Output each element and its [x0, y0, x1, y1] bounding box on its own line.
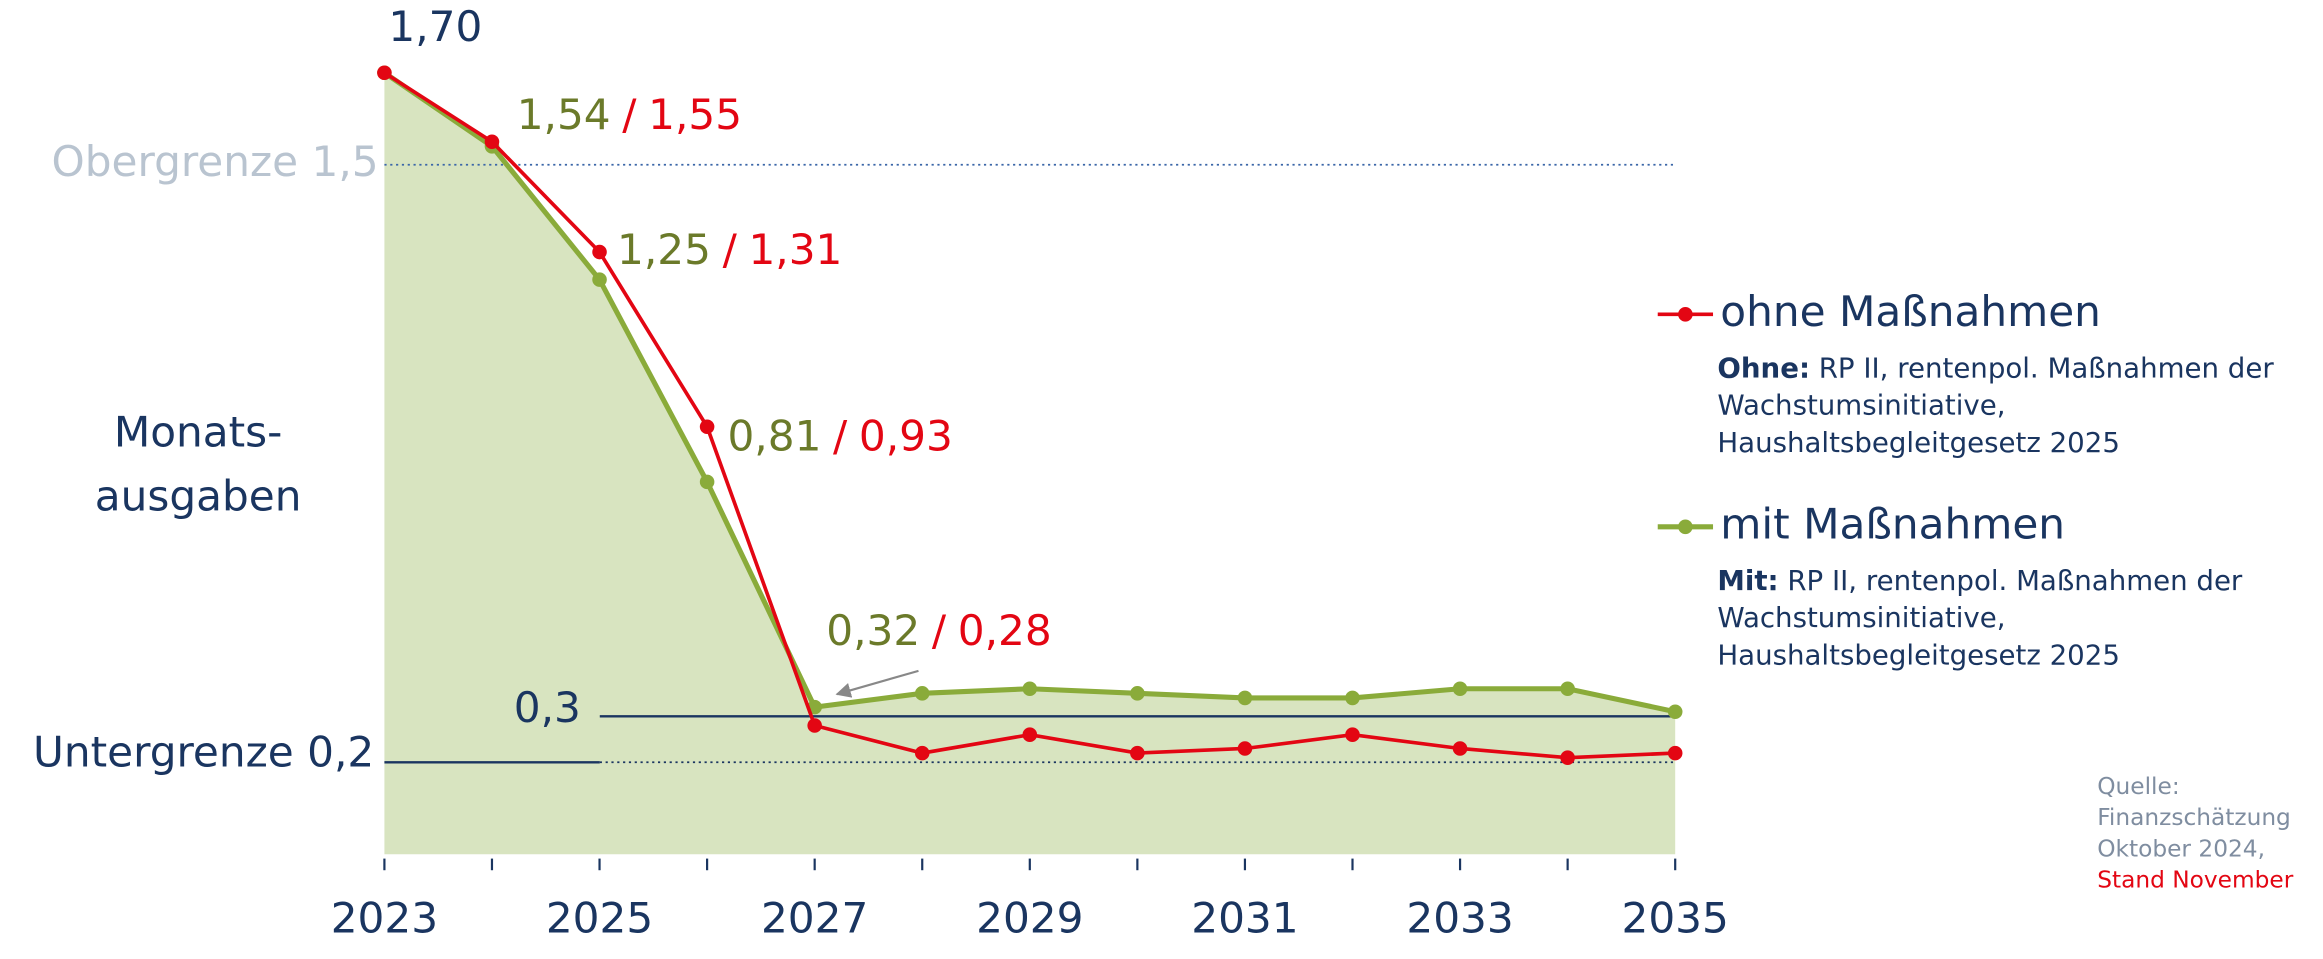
- point: [1560, 750, 1575, 765]
- legend-dot: [1678, 307, 1693, 322]
- legend-note: Mit: RP II, rentenpol. Maßnahmen der: [1717, 564, 2243, 597]
- data-label-red: 1,31: [748, 225, 842, 274]
- legend-label: ohne Maßnahmen: [1720, 287, 2101, 336]
- point: [914, 686, 930, 701]
- legend-note: Wachstumsinitiative,: [1717, 601, 2005, 634]
- y-axis-label: Monats-: [114, 408, 283, 457]
- data-label: 0,81/0,93: [727, 411, 952, 460]
- point: [914, 745, 930, 761]
- x-tick-label: 2029: [976, 894, 1083, 943]
- data-label-separator: /: [622, 89, 637, 138]
- legend-note-text: Wachstumsinitiative,: [1717, 389, 2005, 422]
- point: [1130, 745, 1145, 761]
- point: [592, 244, 607, 260]
- point: [1022, 727, 1038, 742]
- x-tick-label: 2031: [1191, 894, 1298, 943]
- source-note: Quelle:: [2097, 773, 2179, 800]
- legend-label: mit Maßnahmen: [1720, 499, 2065, 548]
- y-axis-label: ausgaben: [95, 472, 302, 521]
- legend-note-label: Ohne:: [1717, 352, 1810, 385]
- point: [1667, 745, 1683, 761]
- area: [384, 72, 1676, 855]
- point: [1667, 704, 1683, 719]
- x-tick-label: 2027: [761, 894, 868, 943]
- annotation-arrow: [835, 669, 919, 698]
- data-label-value: 1,70: [388, 2, 482, 51]
- legend-note-label: Mit:: [1717, 564, 1778, 597]
- legend-note: Haushaltsbegleitgesetz 2025: [1717, 638, 2120, 671]
- data-label-red: 1,55: [648, 89, 742, 138]
- data-label-separator: /: [932, 605, 947, 654]
- x-tick-label: 2033: [1406, 894, 1513, 943]
- source-note: Stand November: [2097, 867, 2294, 894]
- data-label-separator: /: [833, 411, 848, 460]
- point: [1130, 686, 1145, 701]
- lower-limit-label: Untergrenze 0,2: [33, 728, 374, 777]
- source-note: Finanzschätzung: [2097, 804, 2291, 831]
- point: [699, 419, 715, 434]
- point: [699, 474, 715, 490]
- data-label-separator: /: [723, 225, 738, 274]
- legend-note: Wachstumsinitiative,: [1717, 389, 2005, 422]
- legend-note-text: Haushaltsbegleitgesetz 2025: [1717, 426, 2120, 459]
- data-label-green: 1,54: [517, 89, 611, 138]
- point: [1022, 681, 1038, 697]
- point: [1345, 690, 1360, 706]
- data-label-red: 0,93: [859, 411, 953, 460]
- data-label-green: 0,32: [826, 605, 920, 654]
- x-tick-label: 2035: [1622, 894, 1729, 943]
- point: [592, 272, 607, 287]
- point: [1452, 681, 1468, 697]
- data-label: 0,32/0,28: [826, 605, 1051, 654]
- point: [1237, 741, 1253, 756]
- x-tick-label: 2025: [546, 894, 653, 943]
- legend-note-text: Haushaltsbegleitgesetz 2025: [1717, 638, 2120, 671]
- x-tick-label: 2023: [331, 894, 438, 943]
- point: [807, 718, 822, 733]
- point: [1345, 727, 1360, 742]
- legend-note-text: RP II, rentenpol. Maßnahmen der: [1787, 564, 2243, 597]
- data-label-red: 0,28: [958, 605, 1052, 654]
- legend-note: Ohne: RP II, rentenpol. Maßnahmen der: [1717, 352, 2274, 385]
- point: [484, 134, 500, 149]
- source-note: Oktober 2024,: [2097, 835, 2265, 862]
- data-label-green: 1,25: [617, 225, 711, 274]
- point: [1452, 741, 1468, 756]
- legend-note-text: RP II, rentenpol. Maßnahmen der: [1819, 352, 2275, 385]
- data-label: 1,25/1,31: [617, 225, 842, 274]
- point: [377, 65, 392, 81]
- point: [1237, 690, 1253, 706]
- data-label: 1,70: [388, 2, 482, 51]
- data-label: 1,54/1,55: [517, 89, 742, 138]
- legend-note: Haushaltsbegleitgesetz 2025: [1717, 426, 2120, 459]
- legend-note-text: Wachstumsinitiative,: [1717, 601, 2005, 634]
- reference-label: 0,3: [514, 683, 581, 732]
- upper-limit-label: Obergrenze 1,5: [52, 137, 379, 186]
- point: [1560, 681, 1575, 697]
- data-label-green: 0,81: [727, 411, 821, 460]
- legend-dot: [1678, 519, 1693, 535]
